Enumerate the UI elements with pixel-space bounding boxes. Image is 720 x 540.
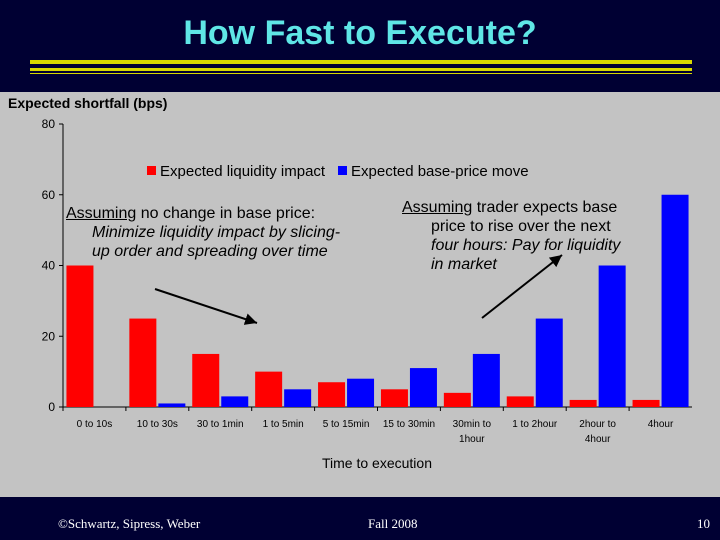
footer-copyright: ©Schwartz, Sipress, Weber xyxy=(58,516,201,531)
footer-term: Fall 2008 xyxy=(368,516,418,531)
bar-liquidity-impact xyxy=(569,399,597,407)
bar-liquidity-impact xyxy=(129,318,157,407)
legend-swatch-liquidity xyxy=(147,166,156,175)
x-tick-label: 2hour to xyxy=(579,419,616,430)
title-rule-bottom xyxy=(30,73,692,74)
annotation-right-line1: Assuming trader expects base xyxy=(402,199,618,216)
page-number: 10 xyxy=(697,516,710,531)
annotation-left-line3: up order and spreading over time xyxy=(92,243,328,260)
bar-liquidity-impact xyxy=(318,382,346,407)
bar-liquidity-impact xyxy=(443,392,471,407)
annotation-right: Assuming trader expects base price to ri… xyxy=(402,198,620,274)
annotation-arrow-right xyxy=(481,254,563,319)
y-tick-label: 60 xyxy=(42,188,56,202)
x-tick-label: 30min to xyxy=(453,419,492,430)
annotation-right-line2: price to rise over the next xyxy=(431,218,611,235)
title-rule-top xyxy=(30,60,692,64)
x-axis-title: Time to execution xyxy=(322,455,432,471)
bar-base-price-move xyxy=(409,368,437,407)
y-tick-label: 0 xyxy=(48,400,55,414)
x-tick-label: 15 to 30min xyxy=(383,419,435,430)
bar-liquidity-impact xyxy=(632,399,660,407)
slide-title: How Fast to Execute? xyxy=(183,14,537,52)
bar-base-price-move xyxy=(221,396,249,407)
annotation-left: Assuming no change in base price: Minimi… xyxy=(66,204,340,261)
legend-label-liquidity: Expected liquidity impact xyxy=(160,163,326,180)
x-tick-label: 5 to 15min xyxy=(323,419,370,430)
x-tick-label: 1 to 2hour xyxy=(512,419,558,430)
bar-liquidity-impact xyxy=(506,396,534,407)
bar-base-price-move xyxy=(598,265,626,407)
y-axis-title: Expected shortfall (bps) xyxy=(8,95,168,111)
bar-base-price-move xyxy=(158,403,186,407)
annotation-left-line1: Assuming no change in base price: xyxy=(66,205,316,222)
bar-base-price-move xyxy=(347,378,375,407)
bar-liquidity-impact xyxy=(380,389,408,407)
bar-base-price-move xyxy=(661,194,689,407)
title-rule-middle xyxy=(30,68,692,71)
y-tick-label: 20 xyxy=(42,329,56,343)
annotation-left-line2: Minimize liquidity impact by slicing- xyxy=(92,224,341,241)
y-tick-label: 80 xyxy=(42,117,56,131)
legend-label-baseprice: Expected base-price move xyxy=(351,163,529,180)
y-tick-label: 40 xyxy=(42,259,56,273)
x-tick-label: 10 to 30s xyxy=(137,419,178,430)
x-tick-label: 0 to 10s xyxy=(77,419,113,430)
x-tick-label: 4hour xyxy=(648,419,674,430)
bar-base-price-move xyxy=(284,389,312,407)
bar-liquidity-impact xyxy=(66,265,94,407)
x-tick-label: 4hour xyxy=(585,434,611,445)
bar-liquidity-impact xyxy=(255,371,283,407)
x-tick-label: 30 to 1min xyxy=(197,419,244,430)
bar-base-price-move xyxy=(535,318,563,407)
x-tick-label: 1hour xyxy=(459,434,485,445)
bar-liquidity-impact xyxy=(192,353,220,407)
x-tick-label: 1 to 5min xyxy=(263,419,304,430)
bar-base-price-move xyxy=(472,353,500,407)
annotation-right-line4: in market xyxy=(431,256,497,273)
annotation-right-line3: four hours: Pay for liquidity xyxy=(431,237,621,254)
legend-swatch-baseprice xyxy=(338,166,347,175)
annotation-arrow-left xyxy=(154,288,258,325)
